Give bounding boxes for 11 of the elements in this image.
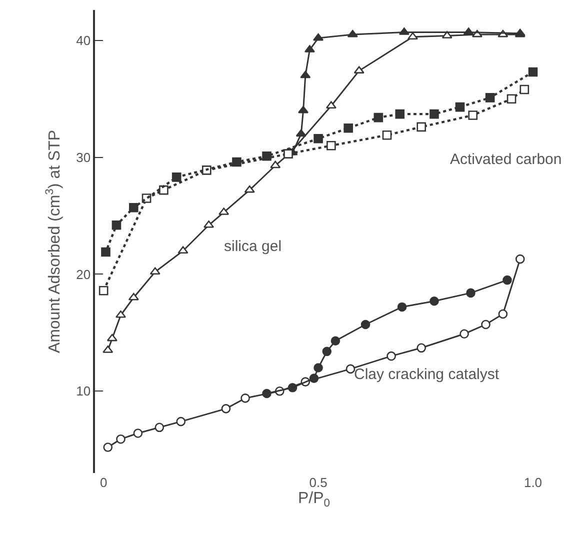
x-axis-title: P/P$_{0}$ — [298, 490, 330, 510]
annotation: Activated carbon — [450, 151, 562, 168]
y-tick-label: 10 — [76, 384, 91, 399]
y-tick-label: 20 — [76, 266, 91, 282]
x-tick-label: 0.5 — [309, 475, 328, 490]
annotation: Clay cracking catalyst — [354, 366, 500, 383]
x-tick-label: 1.0 — [524, 475, 542, 490]
y-tick-label: 40 — [76, 32, 91, 48]
annotation: silica gel — [224, 238, 282, 255]
x-tick-label: 0 — [100, 475, 108, 490]
y-tick-label: 30 — [76, 150, 91, 165]
